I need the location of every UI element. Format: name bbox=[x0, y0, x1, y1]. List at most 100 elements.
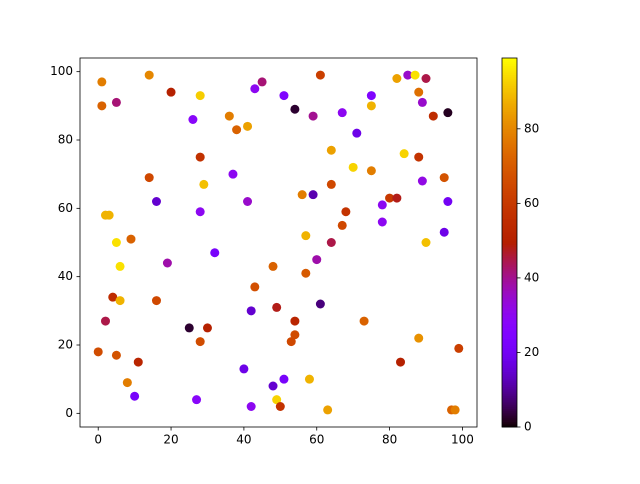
colorbar-segment bbox=[502, 262, 517, 266]
scatter-point bbox=[323, 405, 333, 415]
colorbar-segment bbox=[502, 144, 517, 148]
colorbar-segment bbox=[502, 135, 517, 138]
colorbar-segment bbox=[502, 397, 517, 400]
scatter-point bbox=[392, 193, 402, 203]
scatter-point bbox=[246, 306, 256, 316]
colorbar-segment bbox=[502, 194, 517, 197]
colorbar-segment bbox=[502, 391, 517, 395]
colorbar-segment bbox=[502, 349, 517, 352]
colorbar-segment bbox=[502, 367, 517, 371]
colorbar-segment bbox=[502, 185, 517, 188]
scatter-point bbox=[279, 91, 289, 101]
scatter-point bbox=[301, 268, 311, 278]
colorbar-segment bbox=[502, 190, 517, 194]
colorbar-segment bbox=[502, 419, 517, 422]
colorbar-segment bbox=[502, 63, 517, 66]
scatter-point bbox=[195, 91, 205, 101]
colorbar-segment bbox=[502, 343, 517, 347]
scatter-point bbox=[108, 292, 118, 302]
colorbar-segment bbox=[502, 270, 517, 273]
scatter-point bbox=[228, 169, 238, 179]
y-tick-label: 100 bbox=[50, 64, 73, 78]
scatter-point bbox=[312, 255, 322, 265]
colorbar-segment bbox=[502, 404, 517, 408]
colorbar-frame bbox=[501, 57, 518, 428]
scatter-point bbox=[348, 162, 358, 172]
colorbar-segment bbox=[502, 198, 517, 201]
scatter-point bbox=[202, 323, 212, 333]
colorbar-segment bbox=[502, 153, 517, 157]
colorbar-segment bbox=[502, 288, 517, 291]
colorbar bbox=[502, 58, 517, 428]
colorbar-segment bbox=[502, 268, 517, 271]
scatter-point bbox=[188, 115, 198, 124]
colorbar-segment bbox=[502, 325, 517, 328]
y-tick-label: 20 bbox=[58, 338, 73, 352]
colorbar-segment bbox=[502, 70, 517, 74]
scatter-point bbox=[366, 101, 376, 111]
colorbar-segment bbox=[502, 390, 517, 393]
colorbar-segment bbox=[502, 255, 517, 258]
colorbar-tick-label: 80 bbox=[524, 121, 539, 135]
colorbar-segment bbox=[502, 323, 517, 327]
colorbar-segment bbox=[502, 358, 517, 362]
y-tick-label: 60 bbox=[58, 201, 73, 215]
scatter-point bbox=[454, 343, 464, 353]
colorbar-segment bbox=[502, 408, 517, 411]
colorbar-segment bbox=[502, 142, 517, 146]
colorbar-segment bbox=[502, 118, 517, 122]
scatter-point bbox=[166, 87, 176, 97]
colorbar-segment bbox=[502, 305, 517, 308]
colorbar-segment bbox=[502, 179, 517, 183]
colorbar-tick-label: 0 bbox=[524, 420, 532, 434]
colorbar-segment bbox=[502, 150, 517, 153]
scatter-point bbox=[257, 77, 267, 87]
colorbar-segment bbox=[502, 272, 517, 275]
colorbar-segment bbox=[502, 238, 517, 242]
colorbar-segment bbox=[502, 165, 517, 168]
colorbar-segment bbox=[502, 242, 517, 245]
colorbar-segment bbox=[502, 141, 517, 144]
colorbar-segment bbox=[502, 393, 517, 397]
colorbar-segment bbox=[502, 266, 517, 269]
scatter-point bbox=[392, 74, 402, 83]
x-tick-label: 20 bbox=[163, 433, 178, 447]
colorbar-segment bbox=[502, 69, 517, 72]
colorbar-segment bbox=[502, 329, 517, 332]
colorbar-segment bbox=[502, 146, 517, 149]
colorbar-segment bbox=[502, 380, 517, 384]
colorbar-segment bbox=[502, 214, 517, 218]
colorbar-segment bbox=[502, 334, 517, 338]
colorbar-segment bbox=[502, 128, 517, 131]
scatter-point bbox=[104, 210, 114, 220]
colorbar-segment bbox=[502, 100, 517, 103]
scatter-point bbox=[315, 70, 325, 80]
colorbar-segment bbox=[502, 209, 517, 212]
colorbar-segment bbox=[502, 80, 517, 83]
colorbar-segment bbox=[502, 155, 517, 159]
scatter-point bbox=[290, 330, 300, 340]
colorbar-segment bbox=[502, 107, 517, 111]
colorbar-tick-label: 20 bbox=[524, 345, 539, 359]
scatter-point bbox=[279, 374, 289, 384]
colorbar-segment bbox=[502, 259, 517, 262]
colorbar-segment bbox=[502, 403, 517, 406]
colorbar-segment bbox=[502, 85, 517, 89]
scatter-point bbox=[272, 302, 282, 312]
colorbar-segment bbox=[502, 222, 517, 225]
colorbar-segment bbox=[502, 318, 517, 321]
x-tick-label: 40 bbox=[236, 433, 251, 447]
colorbar-segment bbox=[502, 181, 517, 184]
colorbar-segment bbox=[502, 307, 517, 310]
colorbar-segment bbox=[502, 284, 517, 288]
colorbar-segment bbox=[502, 371, 517, 374]
colorbar-segment bbox=[502, 379, 517, 382]
colorbar-segment bbox=[502, 327, 517, 330]
colorbar-segment bbox=[502, 124, 517, 127]
colorbar-segment bbox=[502, 192, 517, 196]
plot-frame bbox=[79, 57, 478, 428]
colorbar-segment bbox=[502, 342, 517, 345]
colorbar-segment bbox=[502, 356, 517, 360]
scatter-point bbox=[308, 190, 318, 200]
